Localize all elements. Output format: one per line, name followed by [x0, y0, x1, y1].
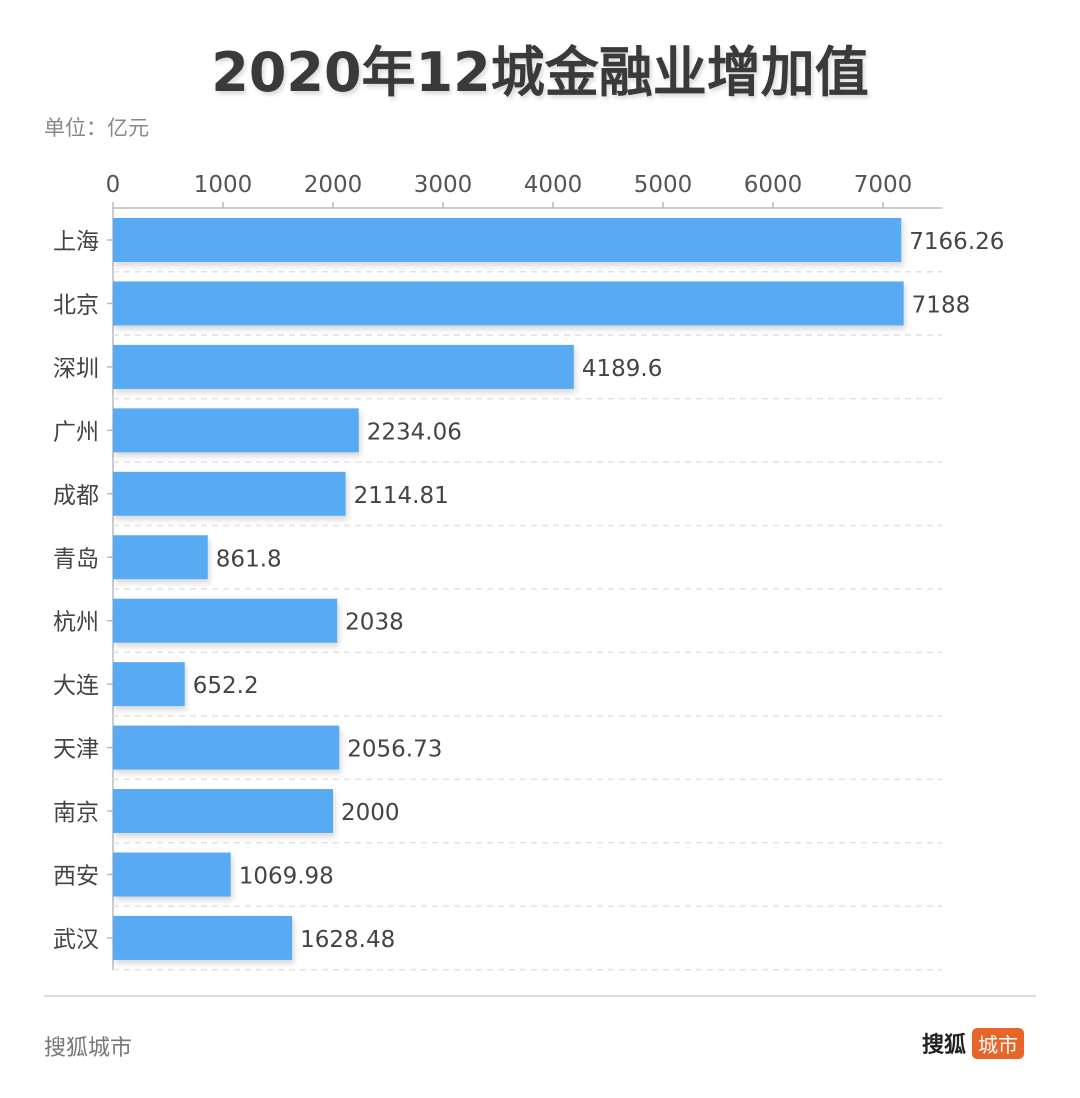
value-label: 4189.6	[582, 356, 662, 382]
bar	[113, 281, 904, 326]
bar	[113, 915, 293, 960]
category-label: 大连	[53, 673, 99, 699]
value-label: 2056.73	[347, 737, 442, 763]
bar	[113, 344, 574, 389]
logo-text: 搜狐	[922, 1033, 967, 1058]
logo-badge: 城市	[972, 1027, 1025, 1059]
x-tick-label: 3000	[414, 172, 473, 198]
x-tick-label: 0	[106, 172, 121, 198]
x-tick-label: 7000	[854, 172, 913, 198]
bar	[113, 662, 185, 707]
x-tick-label: 6000	[744, 172, 803, 198]
value-label: 2114.81	[354, 483, 449, 509]
bar	[113, 852, 231, 897]
value-label: 1069.98	[239, 864, 334, 890]
chart-title: 2020年12城金融业增加值	[211, 41, 869, 104]
category-label: 天津	[53, 737, 99, 763]
bar-chart: 0 1000 2000 3000 4000 5000 6000 7000 上海 7166.26 北京…	[53, 172, 1004, 971]
value-label: 652.2	[193, 673, 259, 699]
value-label: 2234.06	[367, 419, 462, 445]
x-tick-label: 1000	[194, 172, 253, 198]
category-label: 武汉	[53, 927, 99, 953]
bar	[113, 598, 338, 643]
bar	[113, 789, 333, 834]
footer-divider	[44, 995, 1036, 997]
category-label: 上海	[53, 229, 99, 255]
sohu-city-logo: 搜狐 城市	[922, 1027, 1025, 1059]
value-label: 861.8	[216, 546, 282, 572]
x-tick-label: 5000	[634, 172, 693, 198]
x-tick-label: 4000	[524, 172, 583, 198]
bar	[113, 408, 359, 453]
category-label: 北京	[53, 292, 99, 318]
category-label: 成都	[53, 483, 99, 509]
value-label: 7188	[912, 292, 971, 318]
unit-label: 单位：亿元	[44, 116, 149, 140]
value-label: 1628.48	[300, 927, 395, 953]
category-label: 南京	[53, 800, 99, 826]
bar	[113, 725, 340, 770]
category-label: 杭州	[53, 610, 99, 636]
category-label: 深圳	[53, 356, 99, 382]
bar	[113, 471, 346, 516]
bar	[113, 535, 208, 580]
bar	[113, 218, 902, 262]
value-label: 2038	[345, 610, 404, 636]
x-tick-label: 2000	[304, 172, 363, 198]
category-label: 青岛	[53, 546, 99, 572]
source-text: 搜狐城市	[44, 1036, 133, 1061]
value-label: 2000	[341, 800, 400, 826]
category-label: 广州	[53, 419, 99, 445]
category-label: 西安	[53, 864, 99, 890]
value-label: 7166.26	[909, 229, 1004, 255]
